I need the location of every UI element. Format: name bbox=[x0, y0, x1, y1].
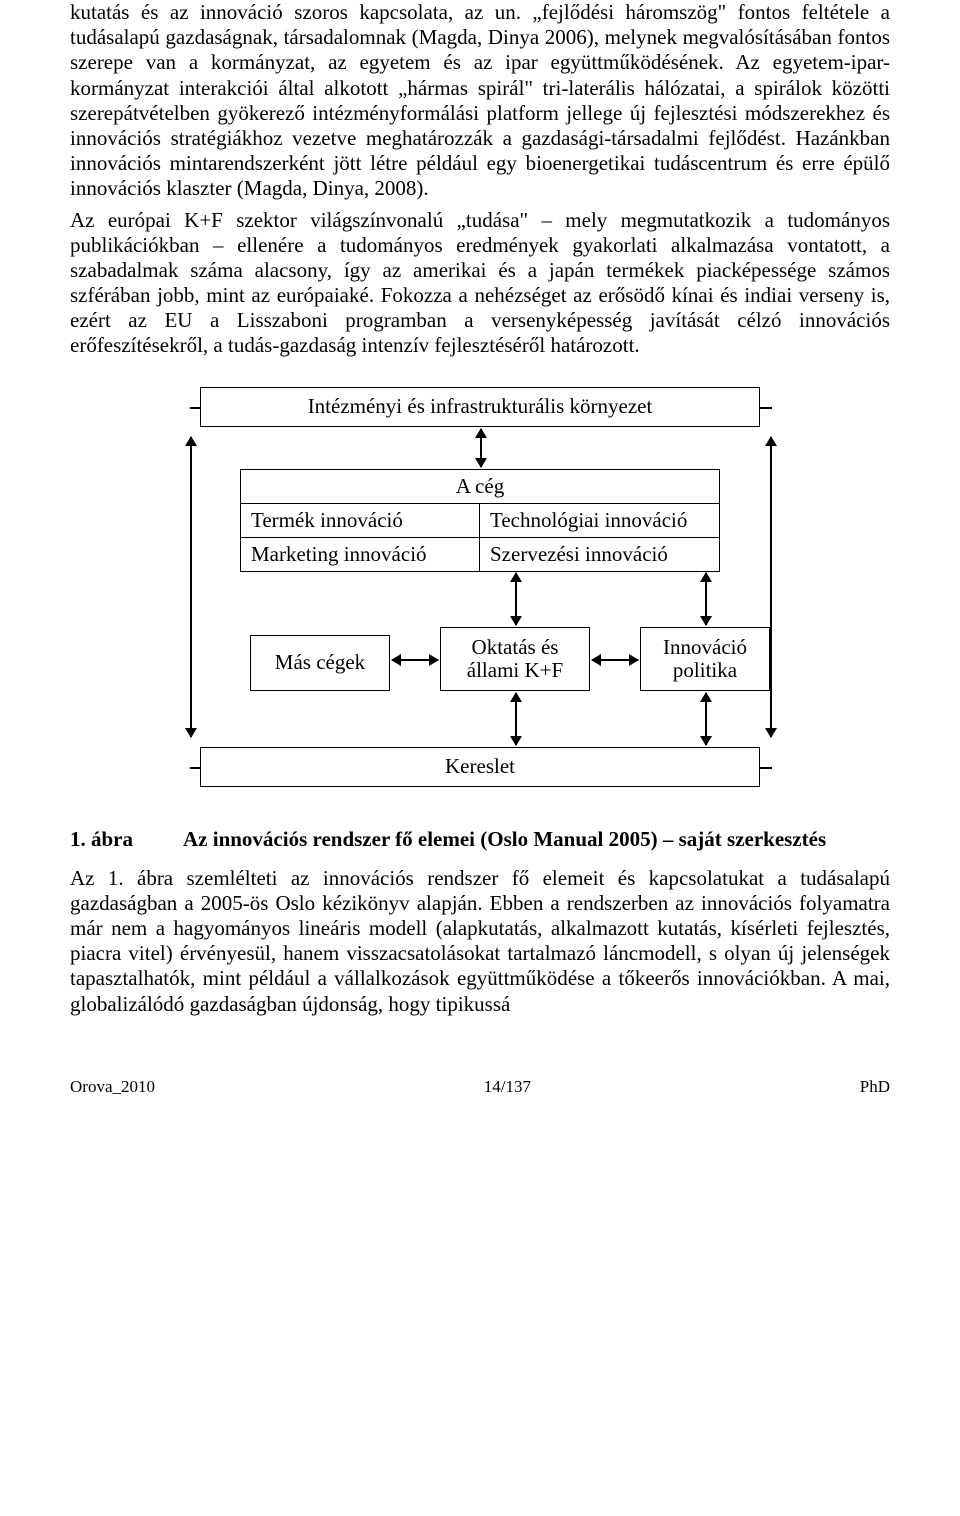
box-policy-line2: politika bbox=[673, 659, 737, 682]
box-education-kf: Oktatás és állami K+F bbox=[440, 627, 590, 691]
paragraph-3: Az 1. ábra szemlélteti az innovációs ren… bbox=[70, 866, 890, 1017]
box-company: A cég Termék innováció Technológiai inno… bbox=[240, 469, 720, 572]
arrow-company-policy bbox=[705, 573, 707, 625]
page-footer: Orova_2010 14/137 PhD bbox=[0, 1053, 960, 1097]
caption-text: Az innovációs rendszer fő elemei (Oslo M… bbox=[183, 827, 890, 852]
arrow-top-company bbox=[480, 429, 482, 467]
cell-org-innovation: Szervezési innováció bbox=[480, 538, 719, 571]
footer-center: 14/137 bbox=[484, 1077, 531, 1097]
paragraph-1: kutatás és az innováció szoros kapcsolat… bbox=[70, 0, 890, 202]
connector-right-top bbox=[760, 407, 772, 409]
box-other-companies: Más cégek bbox=[250, 635, 390, 691]
company-header: A cég bbox=[241, 470, 719, 504]
cell-marketing-innovation: Marketing innováció bbox=[241, 538, 480, 571]
box-demand: Kereslet bbox=[200, 747, 760, 787]
arrow-policy-demand bbox=[705, 693, 707, 745]
arrow-edu-demand bbox=[515, 693, 517, 745]
connector-left-top bbox=[190, 407, 200, 409]
arrow-company-edu bbox=[515, 573, 517, 625]
box-institutional-env: Intézményi és infrastrukturális környeze… bbox=[200, 387, 760, 427]
arrow-edu-policy bbox=[592, 659, 638, 661]
box-education-line2: állami K+F bbox=[467, 659, 563, 682]
arrow-left-long bbox=[190, 437, 192, 737]
caption-label: 1. ábra bbox=[70, 827, 133, 852]
box-innovation-policy: Innováció politika bbox=[640, 627, 770, 691]
connector-right-bottom bbox=[760, 767, 772, 769]
box-education-line1: Oktatás és bbox=[472, 636, 559, 659]
footer-left: Orova_2010 bbox=[70, 1077, 155, 1097]
footer-right: PhD bbox=[860, 1077, 890, 1097]
cell-product-innovation: Termék innováció bbox=[241, 504, 480, 538]
arrow-other-edu bbox=[392, 659, 438, 661]
cell-tech-innovation: Technológiai innováció bbox=[480, 504, 719, 538]
arrow-right-long bbox=[770, 437, 772, 737]
figure-caption: 1. ábra Az innovációs rendszer fő elemei… bbox=[70, 827, 890, 852]
box-policy-line1: Innováció bbox=[663, 636, 747, 659]
innovation-system-diagram: Intézményi és infrastrukturális környeze… bbox=[120, 387, 840, 817]
paragraph-2: Az európai K+F szektor világszínvonalú „… bbox=[70, 208, 890, 359]
connector-left-bottom bbox=[190, 767, 200, 769]
